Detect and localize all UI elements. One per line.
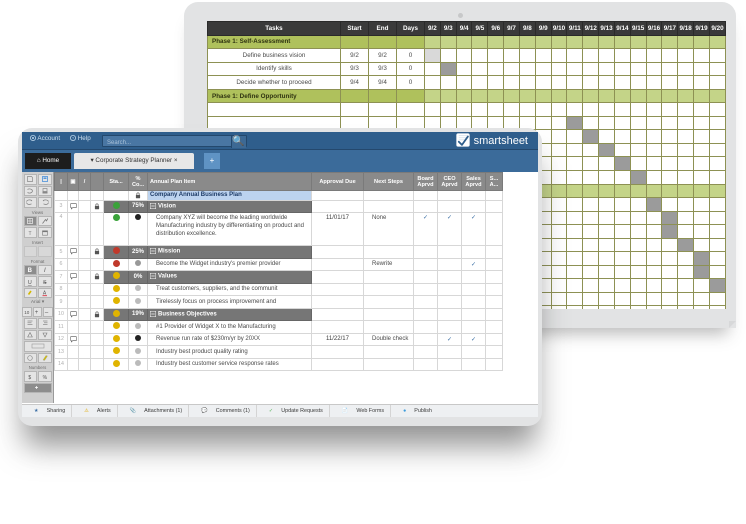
svg-text:10: 10: [24, 310, 30, 315]
svg-text:I: I: [44, 268, 46, 273]
svg-text:%: %: [42, 375, 47, 381]
svg-text:$: $: [29, 375, 32, 381]
svg-text:U: U: [28, 280, 32, 285]
svg-text:S: S: [43, 280, 47, 285]
svg-text:+: +: [34, 310, 38, 316]
svg-text:T: T: [29, 230, 32, 236]
svg-text:B: B: [28, 268, 33, 273]
svg-text:–: –: [45, 310, 49, 316]
